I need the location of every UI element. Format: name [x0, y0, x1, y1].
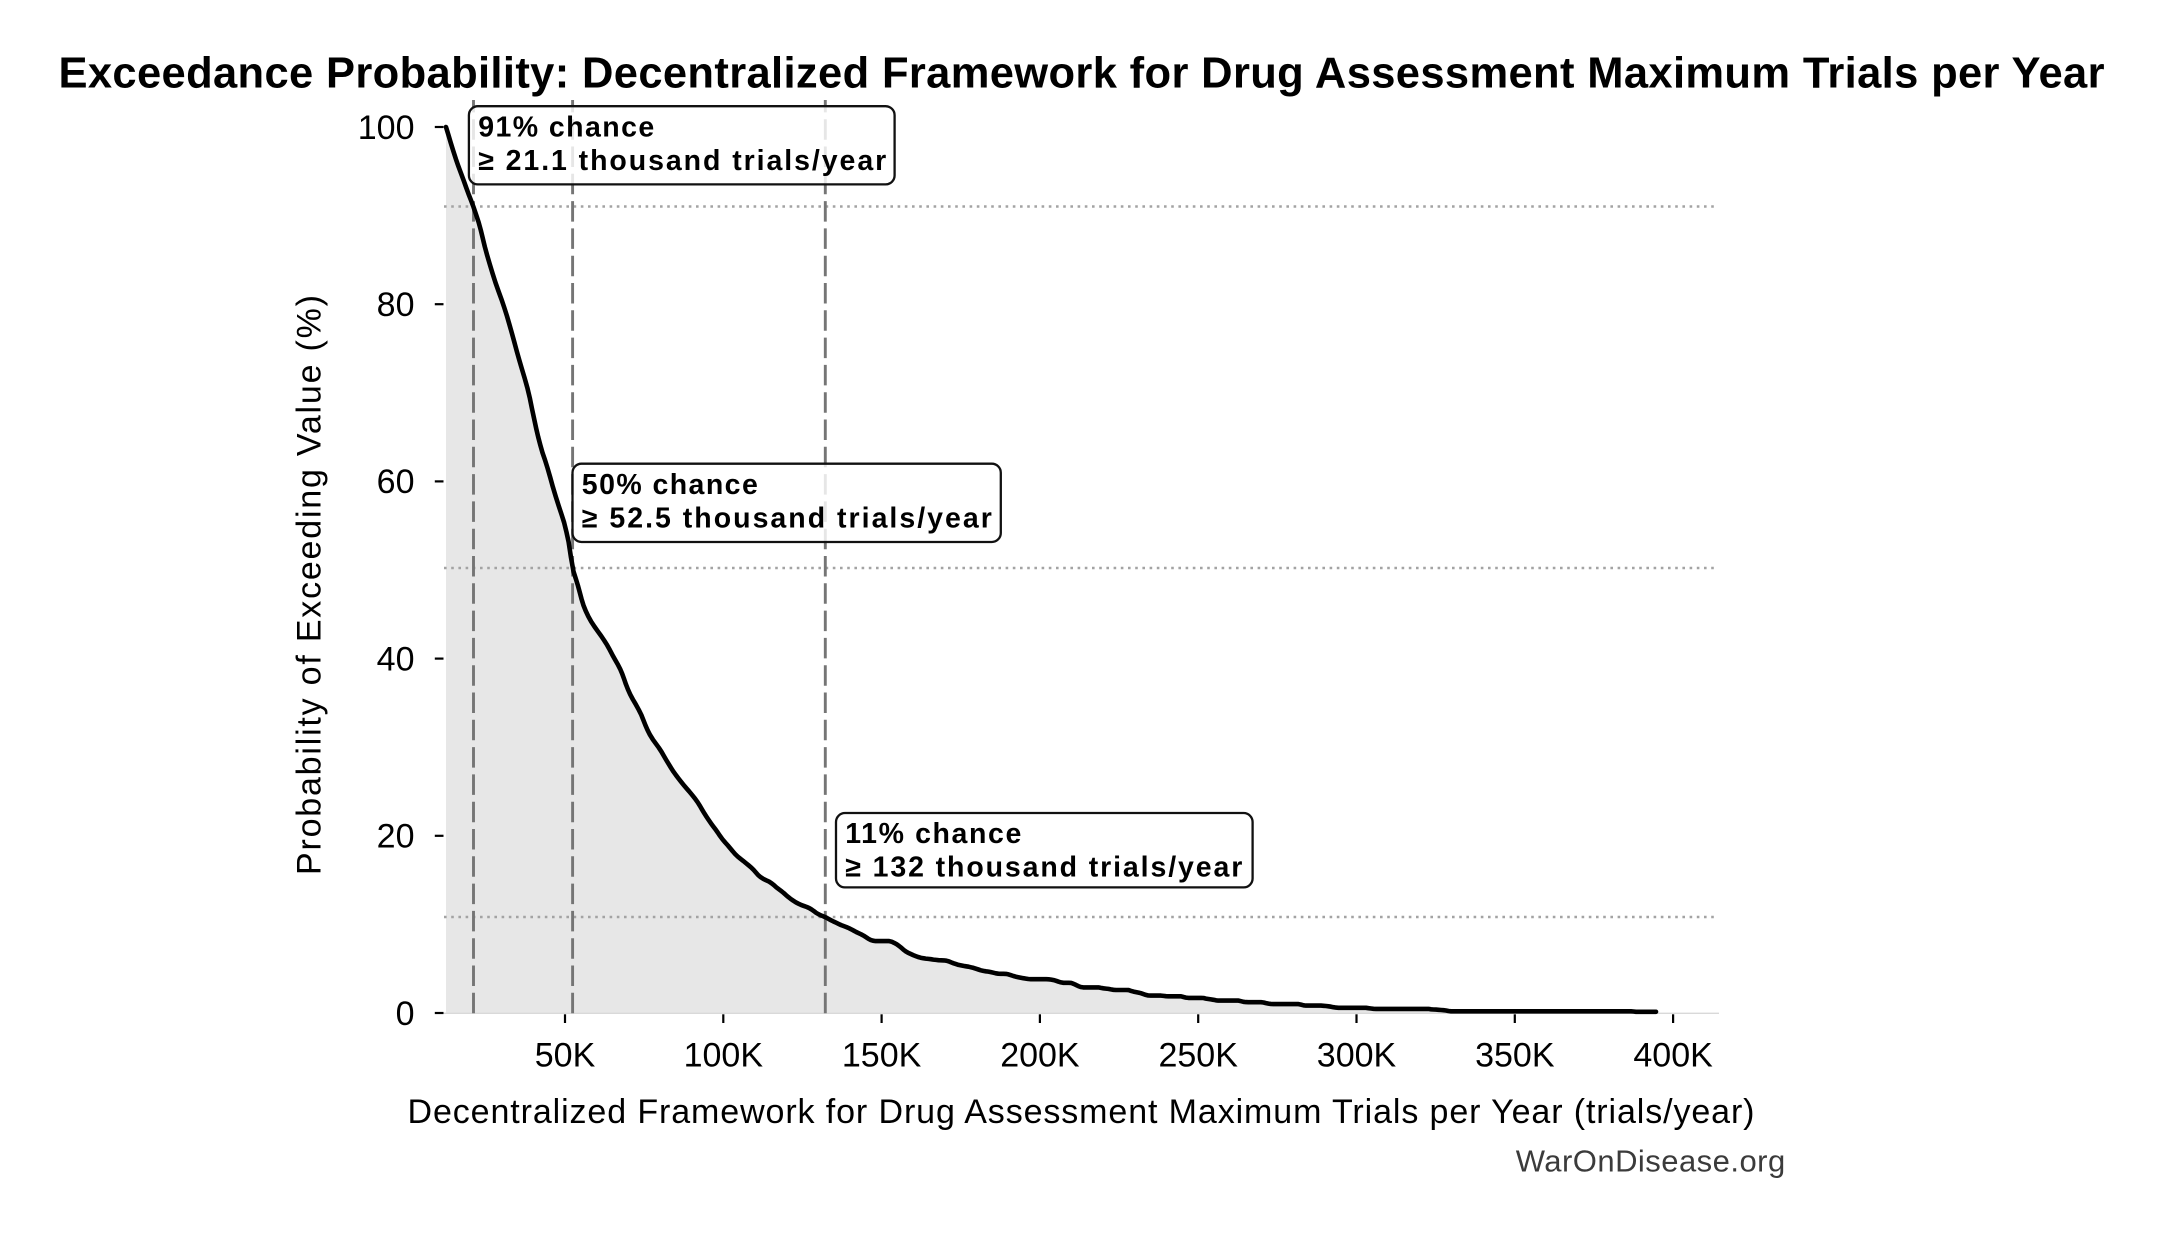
svg-text:91% chance: 91% chance — [478, 111, 654, 143]
svg-text:80: 80 — [377, 286, 415, 324]
svg-text:60: 60 — [377, 463, 415, 501]
svg-text:Exceedance Probability: Decent: Exceedance Probability: Decentralized Fr… — [59, 50, 2105, 98]
svg-text:WarOnDisease.org: WarOnDisease.org — [1516, 1144, 1786, 1179]
svg-text:≥ 132 thousand trials/year: ≥ 132 thousand trials/year — [845, 852, 1242, 884]
svg-text:100: 100 — [358, 109, 415, 147]
svg-text:150K: 150K — [842, 1037, 922, 1075]
svg-text:Decentralized Framework for Dr: Decentralized Framework for Drug Assessm… — [408, 1093, 1755, 1131]
svg-text:50% chance: 50% chance — [582, 469, 758, 501]
svg-text:50K: 50K — [535, 1037, 596, 1075]
svg-text:100K: 100K — [684, 1037, 764, 1075]
svg-text:Probability of Exceeding Value: Probability of Exceeding Value (%) — [291, 295, 329, 875]
svg-text:400K: 400K — [1633, 1037, 1713, 1075]
svg-text:0: 0 — [396, 995, 415, 1033]
svg-text:250K: 250K — [1158, 1037, 1238, 1075]
svg-text:40: 40 — [377, 640, 415, 678]
svg-text:200K: 200K — [1000, 1037, 1080, 1075]
svg-text:350K: 350K — [1475, 1037, 1555, 1075]
svg-text:20: 20 — [377, 818, 415, 856]
svg-text:11% chance: 11% chance — [845, 818, 1021, 850]
svg-text:300K: 300K — [1317, 1037, 1397, 1075]
